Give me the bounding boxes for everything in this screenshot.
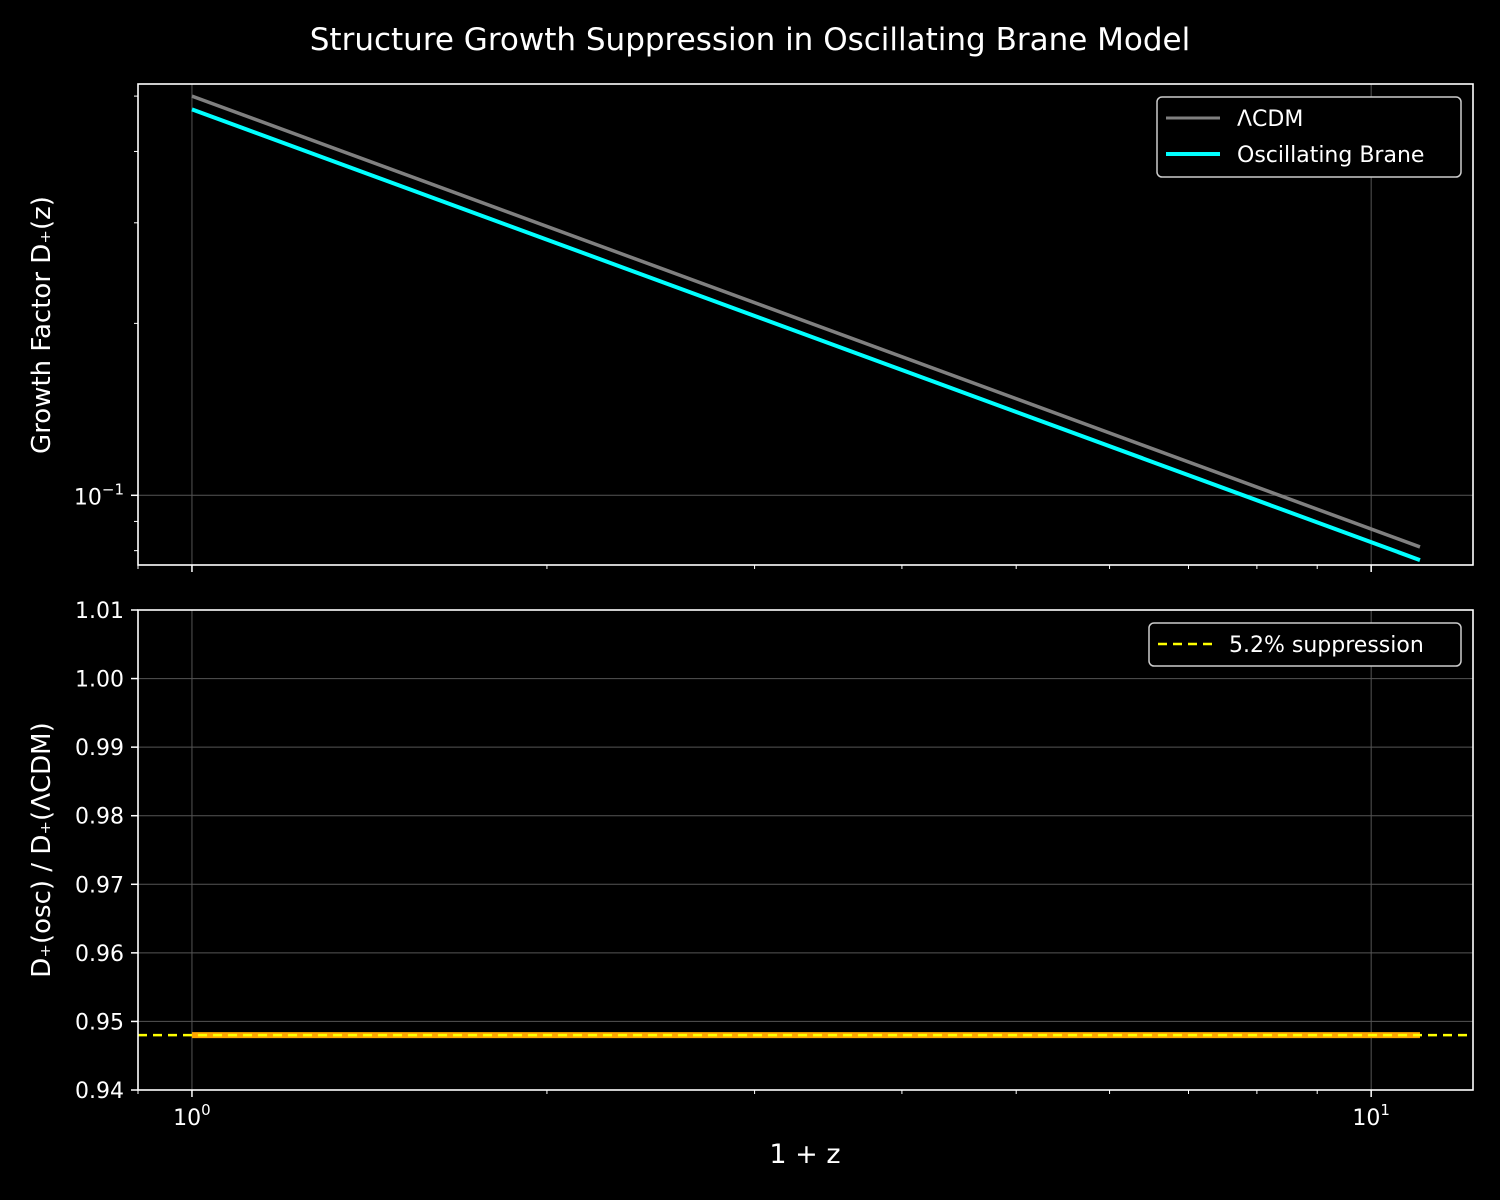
top-y-tick-label-0: 10−1 [74,480,124,510]
legend-label-suppression: 5.2% suppression [1229,633,1424,658]
x-axis-label: 1 + z [769,1139,840,1170]
x-tick-label-1: 101 [1352,1101,1390,1131]
top-panel: 10−1 Growth Factor D₊(z) ΛCDM Oscillatin… [27,83,1474,572]
bottom-legend-box [1148,622,1462,667]
top-y-axis-label: Growth Factor D₊(z) [27,196,57,454]
bottom-legend: 5.2% suppression [1148,622,1462,667]
top-series [191,94,1421,562]
series-line-oscillating-brane [191,107,1421,562]
bottom-y-tick-label-0: 0.94 [75,1079,124,1104]
bottom-y-tick-label-4: 0.98 [75,805,124,830]
x-tick-label-0: 100 [173,1101,211,1131]
legend-label-lcdm: ΛCDM [1237,107,1303,132]
bottom-y-axis-label: D₊(osc) / D₊(ΛCDM) [27,722,57,978]
bottom-y-tick-label-1: 0.95 [75,1010,124,1035]
bottom-axes-frame [137,609,1474,1091]
legend-label-oscillating-brane: Oscillating Brane [1237,143,1424,168]
top-axes-frame [137,83,1474,566]
bottom-y-tick-label-7: 1.01 [75,599,124,624]
bottom-y-tick-label-6: 1.00 [75,668,124,693]
top-legend-box [1156,96,1462,178]
top-legend: ΛCDM Oscillating Brane [1156,96,1462,178]
series-line-lcdm [191,94,1421,549]
bottom-panel: 100 101 0.94 0.95 0.96 0.97 0.98 0.99 1.00 1.01 D… [27,599,1474,1170]
bottom-ticks: 100 101 0.94 0.95 0.96 0.97 0.98 0.99 1.00 1.01 [75,599,1390,1131]
bottom-y-tick-label-3: 0.97 [75,873,124,898]
bottom-y-tick-label-5: 0.99 [75,736,124,761]
bottom-y-tick-label-2: 0.96 [75,942,124,967]
chart-title: Structure Growth Suppression in Oscillat… [310,22,1190,58]
